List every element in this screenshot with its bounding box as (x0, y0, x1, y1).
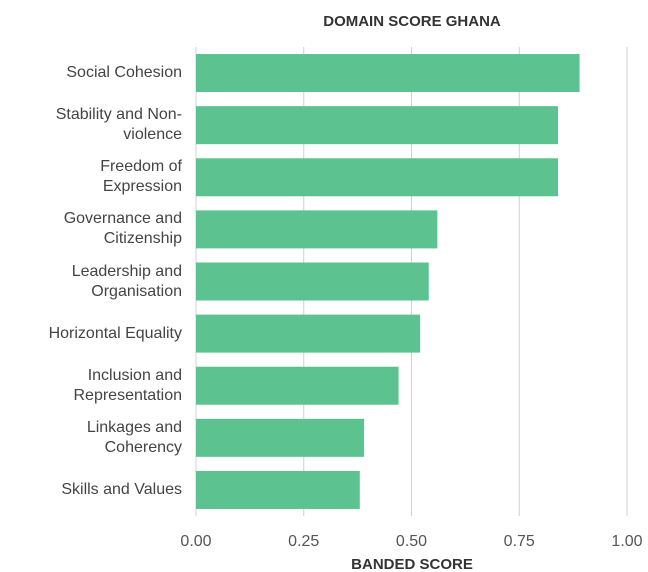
y-tick-label: Governance and Citizenship (63, 210, 182, 248)
x-tick-label: 0.00 (180, 533, 211, 550)
x-tick-label: 0.75 (504, 533, 535, 550)
bar (196, 366, 399, 405)
y-tick-label: Horizontal Equality (48, 324, 182, 342)
y-tick-label: Social Cohesion (66, 64, 182, 82)
bar (196, 314, 421, 353)
x-axis-label: BANDED SCORE (351, 556, 473, 572)
y-tick-label: Stability and Non-violence (55, 106, 182, 144)
y-tick-label: Inclusion and Representation (73, 366, 182, 404)
bar (196, 262, 429, 301)
y-tick-label: Skills and Values (61, 480, 182, 498)
bar (196, 106, 559, 145)
x-tick-label: 0.50 (396, 533, 427, 550)
y-tick-label: Linkages and Coherency (86, 418, 182, 456)
bar (196, 54, 580, 93)
y-tick-label: Freedom of Expression (100, 158, 182, 196)
y-tick-label: Leadership and Organisation (71, 262, 182, 300)
bar (196, 418, 365, 457)
x-tick-label: 0.25 (288, 533, 319, 550)
chart-title: DOMAIN SCORE GHANA (323, 13, 501, 30)
bar (196, 210, 438, 249)
x-tick-label: 1.00 (611, 533, 642, 550)
bar (196, 470, 360, 509)
bar (196, 158, 559, 197)
